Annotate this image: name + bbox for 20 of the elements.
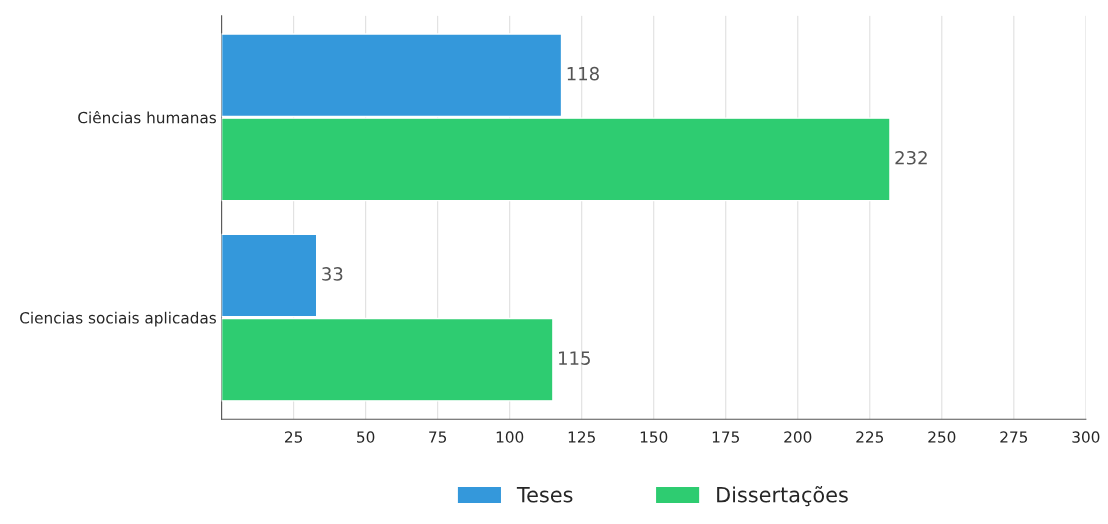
x-tick-label: 175 [712,431,739,443]
x-tick-label: 300 [1072,431,1100,443]
x-tick-label: 150 [640,431,668,443]
y-tick-label: Ciencias sociais aplicadas [20,311,216,327]
x-tick-label: 100 [496,431,524,443]
x-tick-label: 125 [568,431,595,443]
x-tick-label: 225 [856,431,884,443]
legend-label: Teses [516,487,573,503]
data-label: 115 [559,351,590,365]
x-tick-label: 275 [1000,431,1028,443]
x-tick-label: 200 [784,431,812,443]
y-tick-label: Ciências humanas [78,110,216,124]
data-label: 118 [567,66,599,81]
data-label: 232 [895,150,927,165]
x-tick-label: 25 [285,431,303,443]
x-tick-label: 250 [928,431,956,443]
x-tick-label: 50 [357,431,375,443]
legend-label: Dissertações [717,486,848,507]
x-tick-label: 75 [429,431,447,443]
data-label: 33 [322,267,343,281]
